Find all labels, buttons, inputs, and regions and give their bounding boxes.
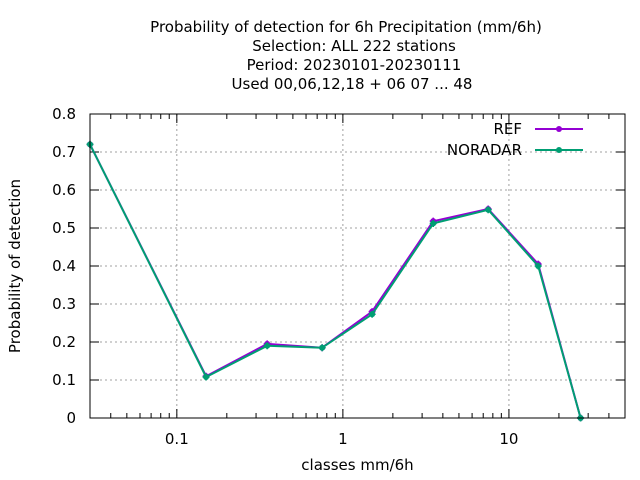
title-line-2: Selection: ALL 222 stations: [252, 37, 456, 55]
data-point-cross: [263, 342, 271, 350]
y-tick-label: 0: [66, 409, 76, 427]
y-tick-label: 0.4: [52, 257, 76, 275]
x-tick-label: 1: [338, 430, 348, 448]
data-point-cross: [484, 206, 492, 214]
legend-marker: [556, 126, 562, 132]
plot-frame: [89, 113, 626, 419]
y-tick-label: 0.8: [52, 105, 76, 123]
legend-marker: [556, 147, 562, 153]
series-line: [89, 143, 582, 419]
x-axis-label: classes mm/6h: [301, 456, 413, 474]
chart-title: Probability of detection for 6h Precipit…: [150, 18, 542, 93]
y-tick-label: 0.3: [52, 295, 76, 313]
x-tick-label: 0.1: [165, 430, 189, 448]
series-line: [89, 143, 582, 419]
title-line-3: Period: 20230101-20230111: [247, 56, 462, 74]
legend-item-ref: REF: [493, 120, 583, 138]
y-tick-label: 0.6: [52, 181, 76, 199]
title-line-1: Probability of detection for 6h Precipit…: [150, 18, 542, 36]
legend-item-noradar: NORADAR: [447, 141, 583, 159]
y-tick-label: 0.5: [52, 219, 76, 237]
grid: [90, 114, 625, 418]
y-tick-label: 0.7: [52, 143, 76, 161]
data-point-cross: [202, 373, 210, 381]
legend-label: REF: [493, 120, 522, 138]
axis-ticks: 0 0.1 0.2 0.3 0.4 0.5 0.6 0.7 0.8 0.1 1 10: [52, 105, 625, 448]
x-tick-label: 10: [499, 430, 518, 448]
y-tick-label: 0.2: [52, 333, 76, 351]
data-point-cross: [318, 344, 326, 352]
data-point-cross: [429, 219, 437, 227]
series-noradar: [86, 140, 585, 422]
title-line-4: Used 00,06,12,18 + 06 07 ... 48: [232, 75, 473, 93]
data-point-cross: [534, 262, 542, 270]
legend-label: NORADAR: [447, 141, 522, 159]
legend: REF NORADAR: [447, 120, 583, 159]
series-layer: [86, 140, 585, 422]
y-tick-label: 0.1: [52, 371, 76, 389]
y-axis-label: Probability of detection: [6, 179, 24, 353]
data-point-cross: [368, 310, 376, 318]
